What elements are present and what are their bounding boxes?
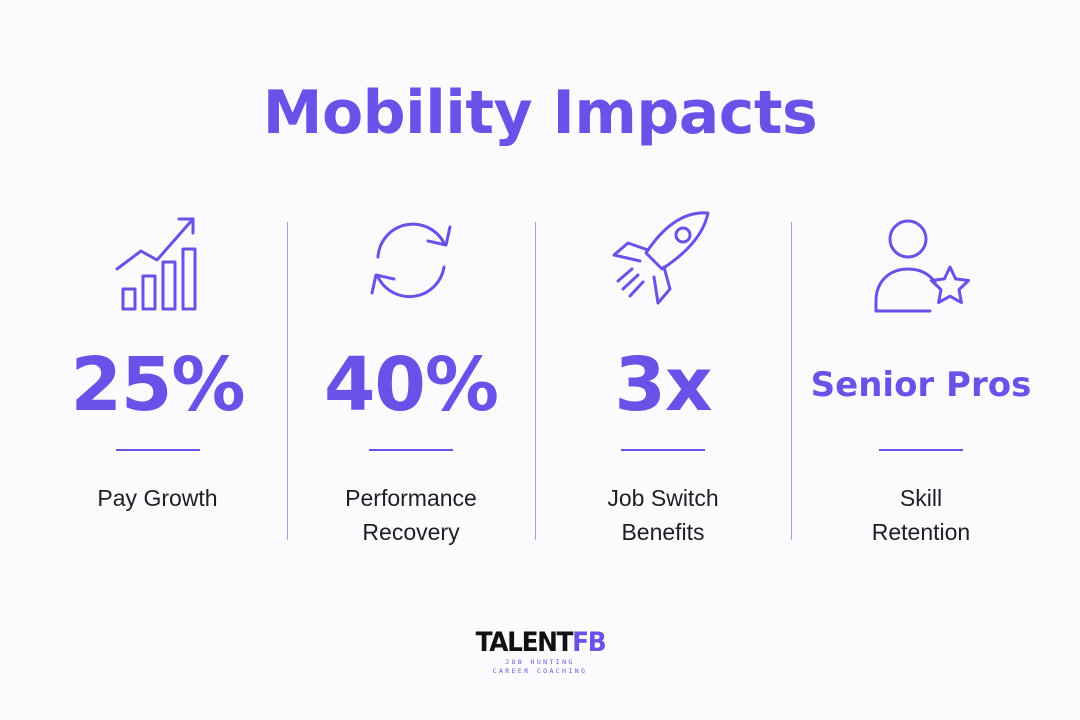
stat-divider-rule	[369, 449, 453, 451]
stat-card-performance-recovery: 40% Performance Recovery	[288, 205, 534, 545]
brand-name-part2: FB	[571, 627, 607, 658]
stat-label-line: Job Switch	[607, 485, 719, 511]
stat-label-line: Performance	[345, 485, 477, 511]
rocket-icon	[608, 205, 718, 315]
stat-label: Performance Recovery	[288, 481, 534, 549]
stat-divider-rule	[621, 449, 705, 451]
page-title: Mobility Impacts	[262, 78, 818, 148]
stat-card-pay-growth: 25% Pay Growth	[30, 205, 285, 545]
stat-label-line: Pay Growth	[97, 485, 218, 511]
stat-value: 3x	[614, 342, 712, 428]
stat-value: 25%	[70, 342, 245, 428]
stat-label-line: Skill	[899, 485, 943, 511]
column-divider	[535, 222, 536, 540]
brand-name-part1: TALENT	[475, 627, 573, 658]
stat-divider-rule	[115, 449, 200, 451]
growth-chart-icon	[103, 205, 213, 315]
stat-label-line: Retention	[871, 519, 971, 545]
stat-divider-rule	[879, 449, 963, 451]
column-divider	[287, 222, 288, 540]
stat-value: 40%	[323, 342, 499, 428]
stat-card-skill-retention: Senior Pros Skill Retention	[792, 205, 1050, 545]
stat-label: Pay Growth	[30, 481, 285, 515]
stat-value: Senior Pros	[810, 365, 1032, 405]
stat-card-job-switch: 3x Job Switch Benefits	[536, 205, 790, 545]
brand-tagline-line1: JOB HUNTING	[505, 658, 575, 666]
brand-tagline-line2: CAREER COACHING	[492, 667, 588, 675]
stats-row: 25% Pay Growth 40% Performance Recovery	[30, 205, 1050, 545]
stat-label: Job Switch Benefits	[536, 481, 790, 549]
column-divider	[791, 222, 792, 540]
stat-label-line: Benefits	[621, 519, 705, 545]
stat-label: Skill Retention	[792, 481, 1050, 549]
user-star-icon	[866, 205, 976, 315]
stat-label-line: Recovery	[362, 519, 460, 545]
refresh-arrows-icon	[356, 205, 466, 315]
brand-logo-wordmark: TALENTFB	[475, 627, 607, 658]
brand-logo: TALENTFB JOB HUNTING CAREER COACHING	[0, 628, 1080, 676]
